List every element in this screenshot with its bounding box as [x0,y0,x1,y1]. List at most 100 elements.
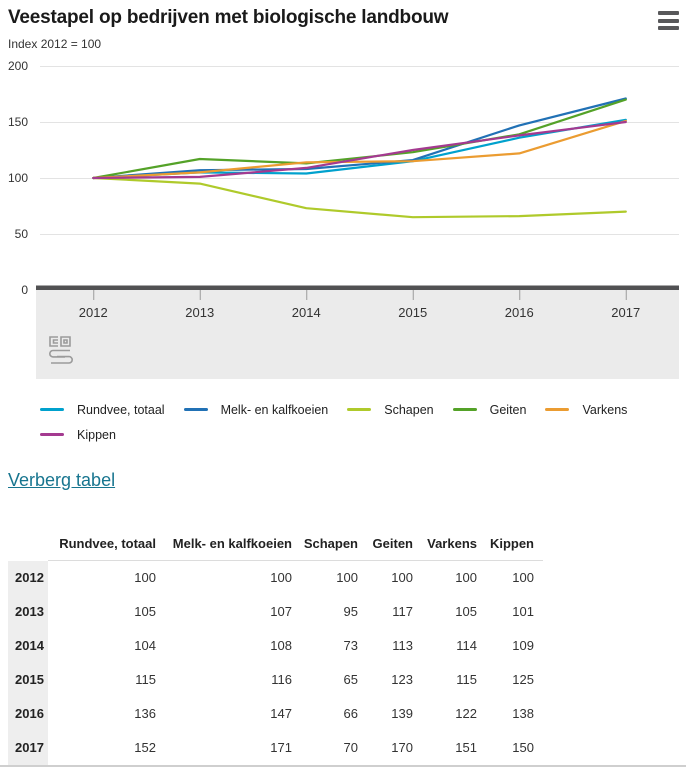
table-cell: 122 [455,706,477,721]
column-header: Geiten [358,530,413,561]
hamburger-icon [658,26,679,30]
table-cell: 139 [391,706,413,721]
table-cell: 136 [134,706,156,721]
row-header-year: 2017 [8,730,48,765]
table-cell: 107 [270,604,292,619]
table-row: 2013 105 107 95 117 105 101 [8,594,543,629]
x-axis-label: 2015 [398,305,427,320]
table-cell: 138 [512,706,534,721]
table-row: 2016 136 147 66 139 122 138 [8,696,543,731]
table-cell: 151 [455,740,477,755]
legend-swatch-icon [40,433,64,436]
x-axis-label: 2013 [185,305,214,320]
table-row: 2014 104 108 73 113 114 109 [8,628,543,663]
column-header: Melk- en kalfkoeien [156,530,292,561]
x-axis-label: 2014 [292,305,321,320]
table-cell: 125 [512,672,534,687]
table-header-row: Rundvee, totaal Melk- en kalfkoeien Schape… [8,530,543,561]
legend-label: Rundvee, totaal [77,402,165,417]
table-cell: 170 [391,740,413,755]
page-title: Veestapel op bedrijven met biologische l… [8,7,449,28]
table-cell: 114 [456,638,477,653]
legend-item[interactable]: Schapen [347,402,434,417]
table-row: 2017 152 171 70 170 151 150 [8,730,543,765]
table-cell: 171 [270,740,292,755]
legend-swatch-icon [40,408,64,411]
table-cell: 100 [512,570,534,586]
series-line[interactable] [92,97,627,180]
row-header-year: 2015 [8,662,48,697]
series-line[interactable] [92,120,627,180]
legend-swatch-icon [545,408,570,411]
legend-item[interactable]: Rundvee, totaal [40,403,165,417]
row-header-year: 2016 [8,696,48,731]
chart-area: 0 50 100 150 200 2012 2013 2014 2015 2016 2017 [0,54,686,384]
legend-item[interactable]: Varkens [545,403,627,417]
y-axis-label: 200 [8,59,28,73]
x-axis-label: 2016 [505,305,534,320]
table-corner-cell [8,530,48,561]
y-axis-label: 50 [15,227,29,241]
table-bottom-rule [0,764,686,767]
x-axis-band [36,290,679,379]
series-line[interactable] [92,118,627,180]
legend-label: Melk- en kalfkoeien [220,402,329,417]
chart-menu-button[interactable] [657,10,680,31]
line-chart-svg[interactable]: 0 50 100 150 200 2012 2013 2014 2015 2016 2017 [0,54,686,384]
table-cell: 115 [135,672,156,687]
y-axis-label: 0 [21,283,28,297]
table-row: 2012 100 100 100 100 100 100 [8,560,543,595]
legend-item[interactable]: Melk- en kalfkoeien [183,402,329,417]
x-axis-label: 2017 [611,305,640,320]
table-body: 2012 100 100 100 100 100 100 2013 105 107 95 117 105… [8,560,543,765]
table-cell: 117 [392,604,413,619]
chart-header: Veestapel op bedrijven met biologische l… [0,0,686,51]
table-cell: 123 [391,672,413,687]
table-cell: 100 [134,570,156,586]
y-axis-label: 100 [8,171,28,185]
series-line[interactable] [92,176,627,219]
table-cell: 100 [391,570,413,586]
column-header: Kippen [477,530,543,561]
legend-swatch-icon [347,408,372,411]
data-table: Rundvee, totaal Melk- en kalfkoeien Schape… [8,530,543,765]
series-line[interactable] [92,119,627,180]
legend-row-2: Kippen [40,422,686,447]
toggle-table-link[interactable]: Verberg tabel [8,470,116,490]
table-cell: 73 [343,638,358,653]
legend-label: Geiten [489,402,527,417]
legend-label: Schapen [384,402,434,417]
table-cell: 147 [270,706,292,721]
x-axis-label: 2012 [79,305,108,320]
table-cell: 104 [134,638,156,653]
y-axis-label: 150 [8,115,28,129]
legend-label: Kippen [77,427,116,442]
row-header-year: 2013 [8,594,48,629]
table-cell: 100 [455,570,477,586]
table-cell: 109 [512,638,534,653]
table-cell: 105 [455,604,477,619]
x-axis-line [36,285,679,290]
column-header: Varkens [413,530,477,561]
table-row: 2015 115 116 65 123 115 125 [8,662,543,697]
legend-row-1: Rundvee, totaal Melk- en kalfkoeien Schape… [40,397,686,422]
table-cell: 105 [134,604,156,619]
table-cell: 108 [270,638,292,653]
hamburger-icon [658,18,679,23]
legend: Rundvee, totaal Melk- en kalfkoeien Schape… [40,397,686,447]
legend-label: Varkens [582,402,628,417]
table-cell: 100 [270,570,292,586]
legend-swatch-icon [183,408,208,411]
row-header-year: 2014 [8,628,48,663]
table-cell: 101 [512,604,534,619]
table-cell: 152 [134,740,156,755]
series-line[interactable] [92,98,627,180]
legend-swatch-icon [452,408,477,411]
legend-item[interactable]: Kippen [40,428,116,442]
row-header-year: 2012 [8,560,48,595]
cbs-logo-icon [49,336,73,364]
legend-item[interactable]: Geiten [452,402,527,417]
table-cell: 100 [336,570,358,586]
table-cell: 115 [456,672,477,687]
